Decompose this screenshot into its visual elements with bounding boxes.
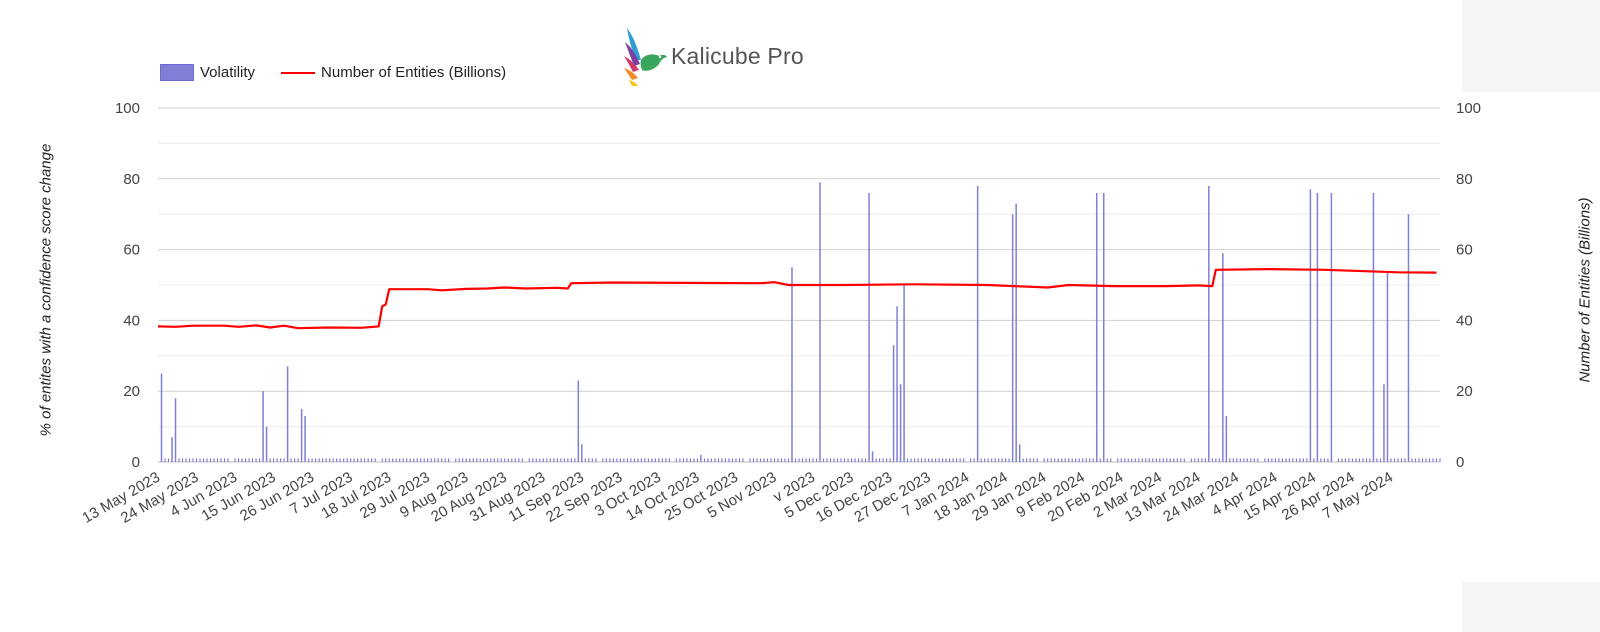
- y-tick-label-right: 20: [1456, 383, 1473, 400]
- legend-item-entities[interactable]: Number of Entities (Billions): [281, 64, 506, 81]
- legend-line-swatch: [281, 71, 316, 74]
- y-tick-label-left: 80: [123, 171, 140, 188]
- y-tick-label-left: 20: [123, 383, 140, 400]
- y-tick-label-right: 100: [1456, 100, 1481, 117]
- y-tick-label-right: 40: [1456, 312, 1473, 329]
- y-tick-label-right: 80: [1456, 171, 1473, 188]
- side-panel-bottom: [1462, 582, 1600, 632]
- y-axis-title-right: Number of Entities (Billions): [1576, 197, 1594, 383]
- y-axis-title-left: % of entites with a confidence score cha…: [37, 143, 55, 437]
- bird-logo-icon: [624, 28, 667, 86]
- y-tick-label-left: 40: [123, 312, 140, 329]
- y-tick-label-left: 100: [115, 100, 140, 117]
- y-tick-label-left: 0: [132, 454, 140, 471]
- logo-text: Kalicube Pro: [671, 42, 804, 69]
- legend-bar-swatch: [160, 64, 194, 81]
- legend-label-volatility: Volatility: [200, 64, 256, 81]
- legend: Volatility Number of Entities (Billions): [160, 64, 532, 81]
- entities-line: [157, 268, 1437, 330]
- side-panel-top: [1462, 0, 1600, 92]
- y-tick-label-right: 60: [1456, 242, 1473, 259]
- logo: Kalicube Pro: [623, 26, 804, 86]
- y-tick-label-left: 60: [123, 242, 140, 259]
- legend-label-entities: Number of Entities (Billions): [321, 64, 507, 81]
- y-tick-label-right: 0: [1456, 454, 1464, 471]
- legend-item-volatility[interactable]: Volatility: [160, 64, 255, 81]
